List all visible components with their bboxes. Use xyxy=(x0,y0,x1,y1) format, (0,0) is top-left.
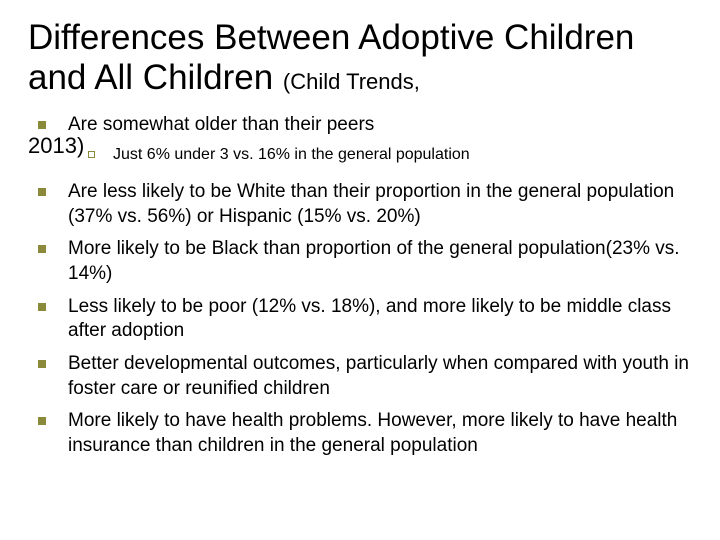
title-sub: (Child Trends, xyxy=(283,69,420,94)
sub-list-item-text: Just 6% under 3 vs. 16% in the general p… xyxy=(113,145,470,166)
list-item-text: Less likely to be poor (12% vs. 18%), an… xyxy=(68,295,692,344)
list-item: More likely to have health problems. How… xyxy=(28,409,692,458)
sub-list-item: Just 6% under 3 vs. 16% in the general p… xyxy=(88,145,692,166)
hollow-square-bullet-icon xyxy=(88,151,95,158)
slide: Differences Between Adoptive Children an… xyxy=(0,0,720,540)
slide-title: Differences Between Adoptive Children an… xyxy=(28,18,692,99)
list-item-text: Are less likely to be White than their p… xyxy=(68,180,692,229)
list-item-text: More likely to have health problems. How… xyxy=(68,409,692,458)
list-item: Better developmental outcomes, particula… xyxy=(28,352,692,401)
list-item-text: More likely to be Black than proportion … xyxy=(68,237,692,286)
list-item-text: Are somewhat older than their peers xyxy=(68,113,374,138)
title-year: 2013) xyxy=(28,133,84,159)
list-item: Less likely to be poor (12% vs. 18%), an… xyxy=(28,295,692,344)
list-item: Are less likely to be White than their p… xyxy=(28,180,692,229)
square-bullet-icon xyxy=(38,303,46,311)
content: Are somewhat older than their peers Just… xyxy=(28,113,692,459)
square-bullet-icon xyxy=(38,188,46,196)
square-bullet-icon xyxy=(38,360,46,368)
list-item: More likely to be Black than proportion … xyxy=(28,237,692,286)
list-item: Are somewhat older than their peers xyxy=(28,113,692,138)
square-bullet-icon xyxy=(38,417,46,425)
list-item-text: Better developmental outcomes, particula… xyxy=(68,352,692,401)
square-bullet-icon xyxy=(38,245,46,253)
square-bullet-icon xyxy=(38,121,46,129)
